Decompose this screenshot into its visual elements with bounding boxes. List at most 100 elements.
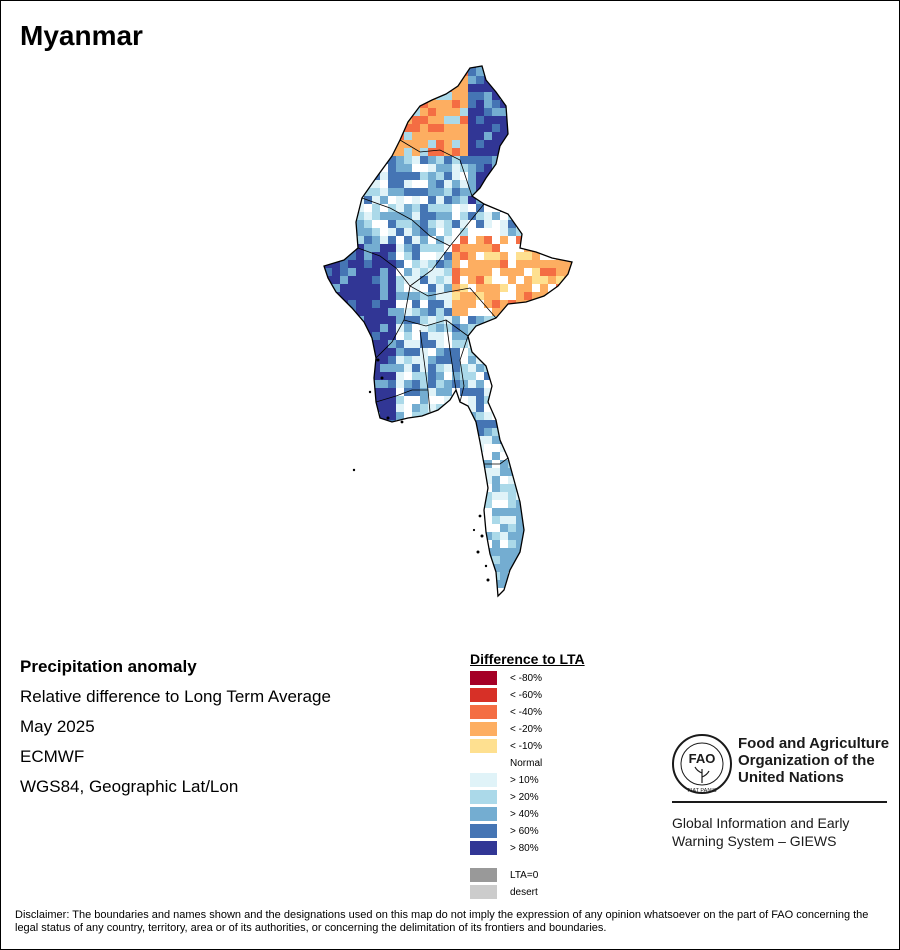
anomaly-cell <box>404 412 412 420</box>
anomaly-cell <box>508 332 516 340</box>
anomaly-cell <box>420 68 428 76</box>
anomaly-cell <box>524 68 532 76</box>
anomaly-cell <box>588 412 596 420</box>
anomaly-cell <box>532 580 540 588</box>
anomaly-cell <box>372 532 380 540</box>
anomaly-cell <box>540 564 548 572</box>
anomaly-cell <box>316 116 324 124</box>
anomaly-cell <box>412 124 420 132</box>
anomaly-cell <box>476 260 484 268</box>
anomaly-cell <box>508 220 516 228</box>
anomaly-cell <box>428 236 436 244</box>
anomaly-cell <box>356 468 364 476</box>
anomaly-cell <box>476 404 484 412</box>
anomaly-cell <box>308 468 316 476</box>
anomaly-cell <box>324 404 332 412</box>
anomaly-cell <box>340 66 348 68</box>
anomaly-cell <box>468 108 476 116</box>
anomaly-cell <box>428 196 436 204</box>
anomaly-cell <box>324 76 332 84</box>
anomaly-cell <box>308 444 316 452</box>
anomaly-cell <box>588 284 596 292</box>
anomaly-cell <box>484 212 492 220</box>
anomaly-cell <box>572 388 580 396</box>
anomaly-cell <box>332 140 340 148</box>
anomaly-cell <box>548 484 556 492</box>
anomaly-cell <box>324 66 332 68</box>
anomaly-cell <box>484 380 492 388</box>
anomaly-cell <box>556 348 564 356</box>
anomaly-cell <box>324 412 332 420</box>
anomaly-cell <box>452 196 460 204</box>
anomaly-cell <box>556 156 564 164</box>
anomaly-cell <box>324 204 332 212</box>
anomaly-cell <box>404 380 412 388</box>
anomaly-cell <box>436 420 444 428</box>
anomaly-cell <box>596 172 600 180</box>
anomaly-cell <box>340 100 348 108</box>
anomaly-cell <box>388 604 396 610</box>
anomaly-cell <box>476 348 484 356</box>
anomaly-cell <box>468 324 476 332</box>
anomaly-cell <box>420 396 428 404</box>
anomaly-cell <box>412 548 420 556</box>
anomaly-cell <box>300 396 308 404</box>
anomaly-cell <box>380 84 388 92</box>
anomaly-cell <box>348 372 356 380</box>
anomaly-cell <box>412 436 420 444</box>
anomaly-cell <box>420 404 428 412</box>
anomaly-cell <box>500 468 508 476</box>
anomaly-cell <box>436 76 444 84</box>
anomaly-cell <box>308 164 316 172</box>
anomaly-cell <box>372 380 380 388</box>
anomaly-cell <box>420 212 428 220</box>
anomaly-cell <box>516 204 524 212</box>
anomaly-cell <box>508 372 516 380</box>
anomaly-cell <box>444 124 452 132</box>
anomaly-cell <box>476 180 484 188</box>
anomaly-cell <box>460 108 468 116</box>
anomaly-cell <box>476 524 484 532</box>
anomaly-cell <box>500 396 508 404</box>
anomaly-cell <box>508 316 516 324</box>
anomaly-cell <box>572 236 580 244</box>
anomaly-cell <box>564 252 572 260</box>
anomaly-cell <box>540 108 548 116</box>
anomaly-cell <box>348 572 356 580</box>
anomaly-cell <box>420 284 428 292</box>
anomaly-cell <box>348 508 356 516</box>
anomaly-cell <box>372 292 380 300</box>
anomaly-cell <box>532 116 540 124</box>
anomaly-cell <box>316 148 324 156</box>
anomaly-cell <box>364 540 372 548</box>
anomaly-cell <box>516 148 524 156</box>
anomaly-cell <box>332 76 340 84</box>
anomaly-cell <box>340 204 348 212</box>
anomaly-cell <box>596 100 600 108</box>
anomaly-cell <box>580 172 588 180</box>
anomaly-cell <box>316 276 324 284</box>
anomaly-cell <box>436 372 444 380</box>
anomaly-cell <box>508 356 516 364</box>
anomaly-cell <box>524 260 532 268</box>
anomaly-cell <box>564 356 572 364</box>
anomaly-cell <box>436 348 444 356</box>
anomaly-cell <box>380 460 388 468</box>
anomaly-cell <box>588 532 596 540</box>
anomaly-cell <box>532 540 540 548</box>
anomaly-cell <box>524 220 532 228</box>
anomaly-cell <box>572 180 580 188</box>
anomaly-cell <box>332 508 340 516</box>
anomaly-cell <box>460 348 468 356</box>
anomaly-cell <box>444 212 452 220</box>
anomaly-cell <box>340 196 348 204</box>
anomaly-cell <box>484 452 492 460</box>
anomaly-cell <box>500 236 508 244</box>
anomaly-cell <box>540 524 548 532</box>
anomaly-cell <box>420 188 428 196</box>
anomaly-cell <box>492 484 500 492</box>
anomaly-cell <box>588 164 596 172</box>
anomaly-cell <box>564 308 572 316</box>
anomaly-cell <box>500 388 508 396</box>
anomaly-cell <box>500 524 508 532</box>
